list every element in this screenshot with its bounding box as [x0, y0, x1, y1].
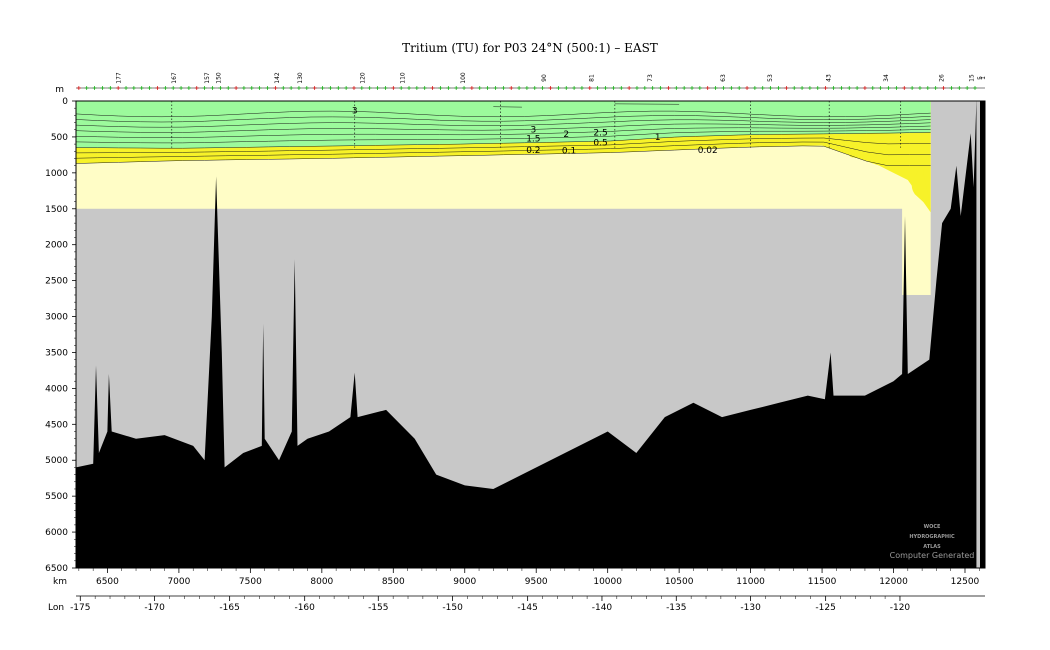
contour-line — [75, 110, 931, 118]
watermark-line: Computer Generated — [890, 551, 975, 560]
seafloor — [76, 101, 985, 568]
tritium-yellow-tongue — [839, 140, 931, 209]
contour-line — [75, 125, 931, 138]
y-tick-label: 2500 — [45, 277, 68, 287]
contour-label: 0.1 — [562, 147, 576, 157]
station-label: 130 — [297, 72, 304, 84]
contour-line — [493, 103, 680, 108]
x-tick-label: 12500 — [951, 577, 980, 587]
axes: 0 500 1000 1500 2000 2500 3000 3500 4000 4500 5000… — [45, 72, 987, 613]
contour-label: 2 — [563, 130, 569, 140]
y-tick-label: 0 — [62, 97, 68, 107]
x-tick-label: 6500 — [96, 577, 119, 587]
lon-tick-label: -155 — [368, 603, 388, 613]
y-tick-label: 6500 — [45, 564, 68, 574]
x-tick-label: 11000 — [736, 577, 765, 587]
station-label: 81 — [588, 74, 595, 82]
x-tick-label: 8500 — [382, 577, 405, 587]
contour-label: 2.5 — [593, 129, 607, 139]
plot-area: 331.50.220.12.50.510.02WOCEHYDROGRAPHICA… — [75, 101, 985, 568]
watermark-line: HYDROGRAPHIC — [909, 534, 955, 540]
plot-frame — [75, 100, 986, 569]
contour-line — [75, 122, 931, 133]
station-label: 5 — [977, 76, 984, 80]
contour-line — [75, 145, 931, 166]
lon-tick-label: -175 — [70, 603, 90, 613]
contour-label: 0.2 — [526, 146, 540, 156]
station-label: 157 — [204, 72, 211, 84]
contour-label: 3 — [530, 126, 536, 136]
y-tick-label: 3000 — [45, 313, 68, 323]
coast-land — [980, 101, 985, 568]
station-label: 120 — [360, 72, 367, 84]
y-tick-label: 4500 — [45, 420, 68, 430]
depth-unit-label: m — [55, 85, 64, 95]
lon-tick-label: -130 — [740, 603, 761, 613]
station-label: 73 — [647, 74, 654, 82]
contour-line — [75, 137, 931, 154]
lon-tick-label: -125 — [815, 603, 835, 613]
y-tick-label: 1000 — [45, 169, 68, 179]
x-tick-label: 9500 — [525, 577, 548, 587]
station-label: 26 — [939, 74, 946, 82]
watermark-line: ATLAS — [923, 544, 941, 550]
x-tick-label: 9000 — [453, 577, 476, 587]
lon-caption: Lon — [48, 603, 64, 613]
tritium-green-layer — [76, 101, 931, 149]
station-label: 142 — [274, 72, 281, 84]
watermark-line: WOCE — [924, 524, 941, 530]
station-label: 43 — [826, 74, 833, 82]
lon-tick-label: -150 — [442, 603, 463, 613]
x-tick-label: 10500 — [665, 577, 694, 587]
x-tick-label: 11500 — [808, 577, 837, 587]
station-label: 167 — [171, 72, 178, 84]
lon-tick-label: -165 — [219, 603, 239, 613]
station-label: 90 — [541, 74, 548, 82]
station-label: 15 — [969, 74, 976, 82]
station-label: 100 — [460, 72, 467, 84]
x-tick-label: 7500 — [239, 577, 262, 587]
station-label: 110 — [400, 72, 407, 84]
lon-tick-label: -120 — [890, 603, 911, 613]
lon-tick-label: -135 — [666, 603, 686, 613]
contour-label: 3 — [352, 106, 358, 116]
lon-tick-label: -160 — [294, 603, 315, 613]
lon-tick-label: -145 — [517, 603, 537, 613]
station-label: 150 — [215, 72, 222, 84]
contour-line — [75, 129, 931, 144]
station-label: 34 — [883, 74, 890, 82]
y-tick-label: 500 — [51, 133, 68, 143]
y-tick-label: 5500 — [45, 492, 68, 502]
y-tick-label: 3500 — [45, 348, 68, 358]
chart-title: Tritium (TU) for P03 24°N (500:1) – EAST — [402, 41, 658, 55]
contour-line — [75, 119, 931, 128]
contour-label: 0.5 — [593, 139, 607, 149]
x-tick-label: 7000 — [167, 577, 190, 587]
x-tick-label: 10000 — [593, 577, 622, 587]
y-tick-label: 4000 — [45, 384, 68, 394]
station-label: 1 — [980, 76, 987, 80]
contour-label: 1.5 — [526, 134, 540, 144]
station-label: 177 — [115, 72, 122, 84]
x-tick-label: 8000 — [310, 577, 333, 587]
y-tick-label: 1500 — [45, 205, 68, 215]
contour-line — [75, 115, 931, 123]
contour-label: 1 — [655, 133, 661, 143]
y-tick-label: 2000 — [45, 241, 68, 251]
y-tick-label: 6000 — [45, 528, 68, 538]
station-label: 53 — [767, 74, 774, 82]
contour-line — [75, 132, 931, 149]
lon-tick-label: -140 — [592, 603, 613, 613]
station-label: 63 — [720, 74, 727, 82]
distance-unit-label: km — [53, 577, 67, 587]
contour-label: 0.02 — [698, 146, 718, 156]
contour-line — [75, 141, 931, 159]
x-tick-label: 12000 — [879, 577, 908, 587]
y-tick-label: 5000 — [45, 456, 68, 466]
lon-tick-label: -170 — [144, 603, 165, 613]
